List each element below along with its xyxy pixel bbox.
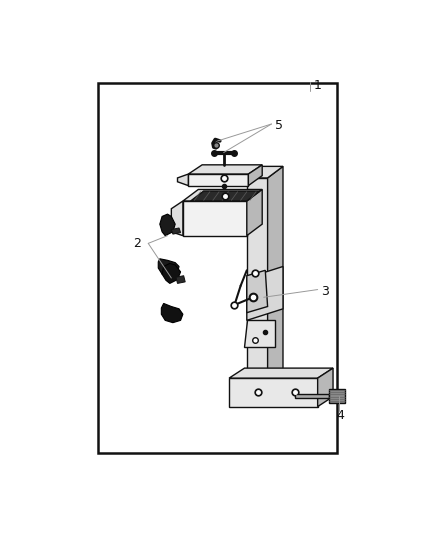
Text: 5: 5 bbox=[276, 119, 283, 132]
Polygon shape bbox=[158, 259, 179, 276]
Polygon shape bbox=[294, 393, 329, 398]
Polygon shape bbox=[247, 178, 268, 386]
Text: 3: 3 bbox=[321, 285, 328, 297]
Polygon shape bbox=[171, 228, 180, 234]
Text: 4: 4 bbox=[336, 409, 344, 422]
Polygon shape bbox=[171, 201, 183, 236]
Polygon shape bbox=[318, 368, 333, 407]
Polygon shape bbox=[191, 191, 260, 201]
Polygon shape bbox=[188, 174, 248, 185]
Polygon shape bbox=[188, 165, 262, 174]
Polygon shape bbox=[183, 189, 262, 201]
Polygon shape bbox=[229, 378, 318, 407]
Polygon shape bbox=[162, 263, 180, 284]
Polygon shape bbox=[161, 303, 183, 322]
Polygon shape bbox=[183, 201, 247, 236]
Text: 1: 1 bbox=[314, 79, 321, 92]
Bar bbox=[98, 83, 337, 453]
Polygon shape bbox=[247, 266, 283, 320]
Polygon shape bbox=[247, 166, 283, 178]
Polygon shape bbox=[177, 174, 188, 185]
Polygon shape bbox=[268, 166, 283, 386]
Text: 2: 2 bbox=[133, 237, 141, 250]
Polygon shape bbox=[329, 389, 345, 403]
Polygon shape bbox=[248, 165, 262, 185]
Polygon shape bbox=[247, 270, 268, 313]
Polygon shape bbox=[160, 214, 175, 236]
Polygon shape bbox=[247, 189, 262, 236]
Polygon shape bbox=[176, 276, 185, 284]
Polygon shape bbox=[229, 368, 333, 378]
Polygon shape bbox=[244, 320, 276, 348]
